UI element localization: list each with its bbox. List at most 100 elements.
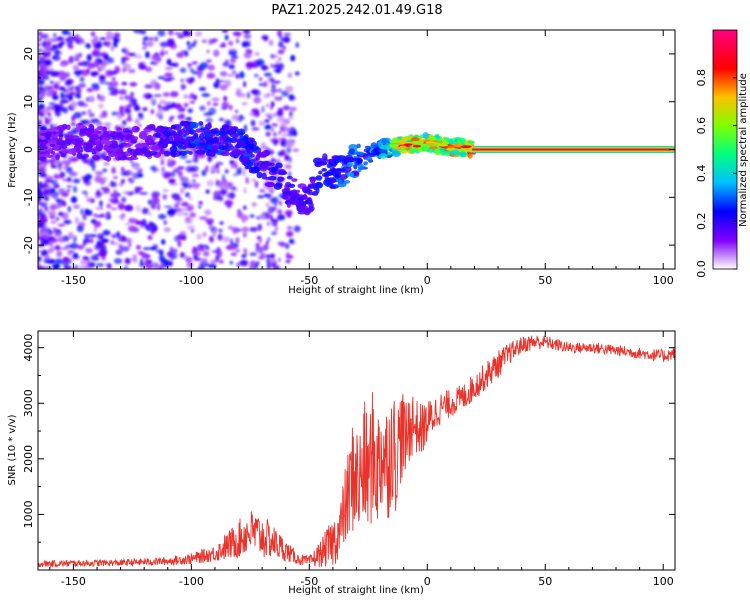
spectrogram-noise-blob [39, 165, 46, 174]
spectrogram-noise-blob [135, 204, 142, 213]
spectrogram-noise-blob [87, 174, 93, 180]
spectrogram-noise-blob [254, 73, 259, 78]
spectrogram-noise-blob [54, 258, 63, 265]
spectrogram-ridge-blob [222, 134, 229, 140]
spectrogram-noise-blob [163, 227, 171, 233]
spectrogram-noise-blob [144, 84, 153, 89]
spectrogram-noise-blob [201, 169, 207, 177]
spectrogram-noise-blob [76, 40, 80, 44]
spectrogram-noise-blob [142, 36, 150, 42]
spectrogram-noise-blob [58, 41, 63, 49]
spectrogram-ridge-blob [331, 155, 340, 159]
spectrogram-noise-blob [278, 41, 284, 48]
spectrogram-ridge-blob [79, 127, 87, 135]
spectrogram-noise-blob [261, 105, 265, 113]
spectrogram-y-tick-label: 10 [22, 95, 35, 109]
spectrogram-noise-blob [54, 110, 61, 117]
snr-panel: -150 -100 -50 0 50 100 1000 2000 3000 4000 Heigh… [7, 330, 676, 596]
spectrogram-noise-blob [269, 105, 273, 110]
snr-y-tick-label: 1000 [22, 500, 35, 528]
spectrogram-noise-blob [279, 201, 283, 206]
spectrogram-noise-blob [74, 93, 81, 99]
spectrogram-noise-blob [95, 262, 105, 267]
spectrogram-noise-blob [65, 166, 71, 170]
spectrogram-noise-blob [161, 239, 166, 245]
spectrogram-noise-blob [180, 207, 188, 212]
spectrogram-ridge-blob [467, 153, 473, 159]
spectrogram-noise-blob [128, 217, 136, 224]
spectrogram-noise-blob [206, 218, 214, 224]
spectrogram-noise-blob [229, 191, 236, 200]
spectrogram-noise-blob [157, 30, 166, 37]
colorbar-tick-label: 0.0 [695, 260, 708, 278]
spectrogram-ridge-blob [100, 133, 108, 138]
spectrogram-ridge-blob [159, 134, 166, 139]
spectrogram-noise-blob [150, 61, 156, 65]
spectrogram-noise-blob [56, 36, 64, 41]
spectrogram-noise-blob [282, 45, 287, 51]
spectrogram-noise-blob [154, 61, 158, 66]
spectrogram-ridge-blob [90, 125, 95, 132]
spectrogram-noise-blob [151, 197, 160, 205]
spectrogram-ridge-blob [65, 124, 71, 130]
spectrogram-x-label: Height of straight line (km) [288, 285, 424, 296]
spectrogram-noise-blob [74, 58, 80, 62]
spectrogram-noise-blob [53, 33, 57, 38]
spectrogram-noise-blob [271, 206, 275, 211]
spectrogram-noise-blob [95, 253, 101, 257]
spectrogram-ridge-blob [285, 190, 294, 197]
spectrogram-noise-blob [67, 31, 72, 36]
spectrogram-noise-blob [173, 103, 182, 109]
spectrogram-noise-blob [176, 170, 183, 175]
spectrogram-noise-blob [111, 166, 116, 174]
spectrogram-noise-blob [168, 178, 176, 184]
spectrogram-noise-blob [138, 113, 144, 120]
spectrogram-ridge-blob [155, 126, 161, 133]
spectrogram-noise-blob [279, 34, 283, 41]
spectrogram-noise-blob [146, 40, 154, 48]
spectrogram-noise-blob [258, 77, 263, 82]
spectrogram-noise-blob [176, 52, 184, 58]
spectrogram-noise-blob [273, 132, 277, 137]
spectrogram-noise-blob [145, 262, 153, 269]
spectrogram-noise-blob [128, 228, 138, 232]
spectrogram-noise-blob [161, 166, 165, 173]
spectrogram-noise-blob [54, 244, 61, 250]
spectrogram-noise-blob [76, 225, 84, 233]
spectrogram-ridge-blob [228, 129, 234, 135]
spectrogram-noise-blob [80, 208, 84, 216]
spectrogram-ridge-blob [204, 130, 212, 138]
spectrogram-noise-blob [164, 66, 173, 70]
spectrogram-noise-blob [197, 244, 205, 249]
colorbar-tick-label: 0.2 [695, 212, 708, 230]
spectrogram-noise-blob [229, 260, 233, 265]
spectrogram-noise-blob [38, 256, 42, 261]
spectrogram-noise-blob [154, 52, 159, 57]
spectrogram-noise-blob [53, 50, 63, 56]
spectrogram-noise-blob [231, 70, 237, 74]
spectrogram-noise-blob [69, 242, 79, 250]
spectrogram-noise-blob [125, 222, 130, 226]
spectrogram-noise-blob [179, 187, 185, 195]
spectrogram-noise-blob [232, 31, 242, 37]
spectrogram-ridge-blob [244, 165, 253, 170]
spectrogram-noise-blob [101, 238, 109, 243]
spectrogram-noise-blob [90, 219, 97, 224]
spectrogram-noise-blob [124, 50, 131, 56]
spectrogram-noise-blob [127, 113, 132, 121]
spectrogram-noise-blob [95, 171, 104, 176]
spectrogram-noise-blob [277, 241, 286, 246]
spectrogram-noise-blob [179, 67, 187, 73]
spectrogram-ridge-blob [136, 148, 144, 153]
spectrogram-ridge-blob [47, 139, 57, 145]
spectrogram-noise-blob [108, 92, 117, 96]
spectrogram-ridge-blob [207, 121, 212, 128]
spectrogram-noise-blob [87, 109, 92, 115]
spectrogram-noise-blob [157, 103, 162, 110]
spectrogram-noise-blob [271, 92, 275, 97]
spectrogram-noise-blob [39, 230, 49, 237]
spectrogram-ridge-blob [314, 162, 320, 167]
spectrogram-noise-blob [266, 213, 270, 218]
spectrogram-noise-blob [38, 207, 43, 215]
spectrogram-noise-blob [249, 112, 254, 116]
